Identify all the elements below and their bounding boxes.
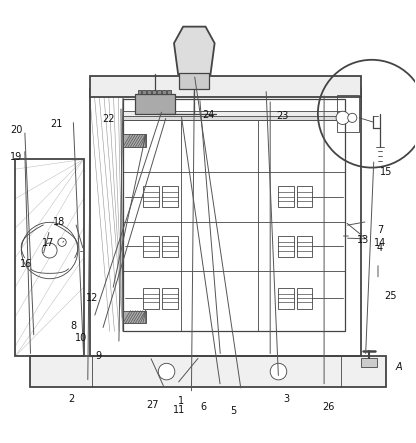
Circle shape (348, 113, 357, 122)
Text: 9: 9 (95, 351, 101, 361)
Bar (123, 116, 345, 120)
Text: 23: 23 (277, 111, 289, 121)
Text: 13: 13 (357, 235, 369, 245)
Bar (297, 288, 312, 309)
Bar (90, 89, 362, 356)
Text: 21: 21 (50, 119, 63, 129)
Bar (15, 159, 84, 356)
Circle shape (270, 363, 287, 380)
Text: 4: 4 (377, 244, 383, 253)
Text: 1: 1 (178, 396, 184, 406)
Text: 16: 16 (20, 259, 32, 269)
Bar (123, 99, 345, 331)
Text: 5: 5 (230, 406, 236, 416)
Text: 8: 8 (70, 321, 76, 331)
Text: 12: 12 (86, 293, 98, 303)
Text: 10: 10 (75, 334, 88, 343)
Polygon shape (174, 27, 215, 74)
Bar (157, 89, 161, 94)
Circle shape (158, 363, 175, 380)
Circle shape (58, 238, 66, 246)
Circle shape (42, 243, 57, 258)
Text: 18: 18 (52, 218, 65, 227)
Bar (162, 236, 178, 257)
Bar (297, 236, 312, 257)
Bar (152, 89, 156, 94)
Bar (136, 94, 175, 114)
Bar (123, 111, 345, 120)
Bar (297, 186, 312, 207)
Text: 26: 26 (322, 402, 334, 412)
Bar (337, 95, 359, 132)
Text: 17: 17 (42, 238, 54, 248)
Text: 2: 2 (68, 394, 74, 404)
Text: 11: 11 (173, 405, 185, 415)
Bar (90, 76, 362, 97)
Text: 7: 7 (377, 225, 383, 235)
Bar (179, 73, 209, 89)
Text: 6: 6 (201, 402, 207, 412)
Bar (143, 288, 158, 309)
Text: 25: 25 (384, 291, 397, 301)
Bar (30, 356, 386, 387)
Bar (361, 358, 377, 367)
Bar (143, 186, 158, 207)
Text: A: A (396, 362, 402, 373)
Bar (123, 311, 146, 323)
Text: 15: 15 (380, 167, 392, 177)
Bar (278, 236, 294, 257)
Bar (162, 89, 166, 94)
Bar (162, 186, 178, 207)
Text: 20: 20 (10, 125, 22, 135)
Text: 14: 14 (374, 238, 386, 248)
Text: 27: 27 (146, 400, 158, 410)
Bar (143, 89, 146, 94)
Text: 22: 22 (102, 114, 115, 124)
Text: 19: 19 (10, 152, 22, 162)
Text: 3: 3 (284, 394, 290, 404)
Bar (278, 186, 294, 207)
Text: 24: 24 (202, 109, 214, 120)
Bar (138, 89, 141, 94)
Bar (162, 288, 178, 309)
Bar (143, 236, 158, 257)
Bar (147, 89, 151, 94)
Circle shape (336, 111, 349, 124)
Bar (278, 288, 294, 309)
Bar (167, 89, 171, 94)
Bar (123, 134, 146, 147)
